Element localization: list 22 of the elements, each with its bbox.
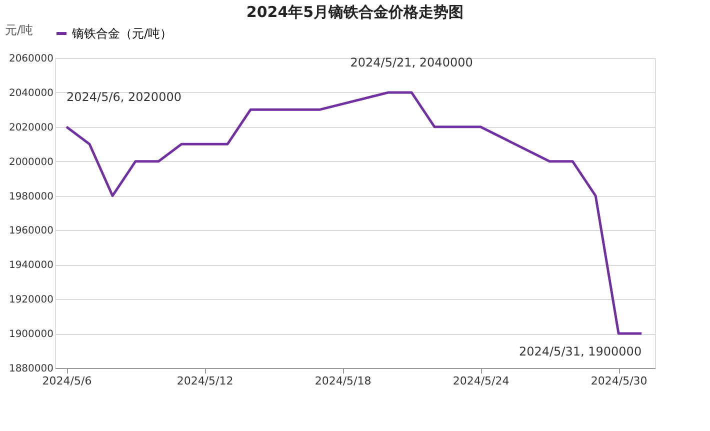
y-tick-label: 2020000: [8, 122, 54, 134]
annotation: 2024/5/6, 2020000: [66, 90, 182, 104]
legend-label: 镝铁合金（元/吨）: [71, 26, 172, 40]
y-tick-label: 1900000: [8, 329, 54, 340]
annotation: 2024/5/21, 2040000: [350, 55, 473, 70]
y-tick-label: 1980000: [8, 191, 54, 202]
x-tick-label: 2024/5/24: [452, 374, 510, 388]
y-tick-label: 1880000: [8, 364, 54, 374]
y-tick-label: 1960000: [8, 226, 54, 237]
y-tick-label: 2000000: [8, 156, 54, 168]
line-series: [65, 91, 643, 335]
y-tick-label: 1940000: [8, 260, 54, 272]
x-tick-label: 2024/5/18: [314, 374, 372, 388]
x-tick-label: 2024/5/30: [590, 374, 648, 388]
chart-title: 2024年5月镝铁合金价格走势图: [246, 3, 464, 21]
x-tick-label: 2024/5/12: [176, 374, 234, 388]
y-tick-label: 2060000: [8, 54, 54, 64]
y-tick-label: 2040000: [8, 88, 54, 99]
y-axis-title: 元/吨: [5, 23, 34, 37]
annotation: 2024/5/31, 1900000: [518, 344, 642, 359]
y-tick-label: 1920000: [8, 294, 54, 306]
x-tick-label: 2024/5/6: [42, 374, 92, 388]
